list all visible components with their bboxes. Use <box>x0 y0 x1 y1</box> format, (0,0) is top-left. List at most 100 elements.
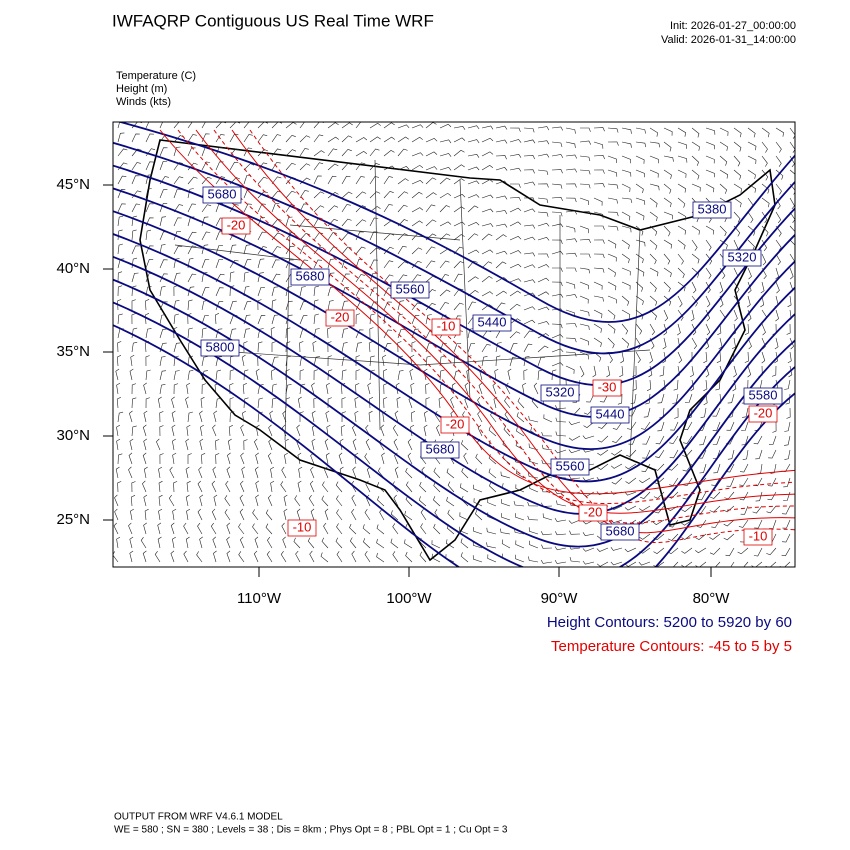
wind-barb <box>131 341 138 353</box>
wind-barb <box>285 259 294 269</box>
wind-barb <box>635 239 646 247</box>
wind-barb <box>753 435 763 445</box>
wind-barb <box>299 369 305 381</box>
wind-barb <box>336 495 343 507</box>
wind-barb <box>341 148 352 157</box>
wind-barb <box>775 253 781 266</box>
wind-barb <box>527 515 539 521</box>
wind-barb <box>733 211 741 223</box>
wind-barb <box>271 148 282 157</box>
wind-barb <box>487 554 497 563</box>
lon-label: 90°W <box>541 590 579 607</box>
wind-barb <box>271 286 279 297</box>
wind-barb <box>460 538 469 549</box>
wind-barb <box>751 561 763 567</box>
wind-barb <box>143 438 148 451</box>
wind-barb <box>638 561 651 566</box>
wind-barb <box>405 551 413 563</box>
temperature-contour <box>177 129 795 505</box>
wind-barb <box>434 411 441 423</box>
wind-barb <box>355 383 360 395</box>
wind-barb <box>481 194 494 199</box>
wind-barb <box>607 267 616 277</box>
wind-barb <box>596 547 609 552</box>
wind-barb <box>537 291 550 297</box>
wind-barb <box>255 480 260 493</box>
wind-barb <box>200 424 204 437</box>
height-label-box <box>590 406 630 424</box>
wind-barb <box>663 211 673 220</box>
wind-barb <box>257 258 265 269</box>
wind-barb <box>523 279 536 284</box>
wind-barb <box>504 411 511 423</box>
wind-barb <box>472 541 483 549</box>
wind-barb <box>554 559 567 564</box>
wind-barb <box>410 354 415 367</box>
wind-barb <box>284 452 288 465</box>
wind-barb <box>283 494 288 507</box>
wind-barb <box>551 334 564 339</box>
wind-barb <box>555 405 567 410</box>
wind-barb <box>257 272 264 283</box>
wind-barb <box>677 155 688 163</box>
wind-barb <box>143 410 148 423</box>
wind-barb <box>425 260 436 269</box>
wind-barb <box>607 127 619 133</box>
height-label: 5440 <box>596 406 625 421</box>
wind-barb <box>691 323 697 336</box>
wind-barb <box>299 259 309 269</box>
wind-barb <box>565 225 576 233</box>
wind-barb <box>593 267 605 273</box>
wind-barb <box>341 411 347 423</box>
wind-barb <box>774 337 779 350</box>
wind-barb <box>271 134 282 143</box>
wind-barb <box>327 327 332 339</box>
wind-barb <box>173 481 178 493</box>
wind-barb <box>131 383 137 395</box>
wind-barb <box>309 550 315 563</box>
wind-barb <box>705 323 711 336</box>
wind-barb <box>500 471 511 479</box>
wind-barb <box>495 290 507 297</box>
wind-barb <box>495 167 508 171</box>
wind-barb <box>486 527 497 535</box>
wind-barb <box>719 225 727 237</box>
wind-barb <box>158 466 163 479</box>
wind-barb <box>298 466 303 479</box>
wind-barb <box>255 494 259 507</box>
wind-barb <box>157 522 162 535</box>
wind-barb <box>295 550 301 563</box>
wind-barb <box>271 273 281 283</box>
wind-barb <box>580 253 591 258</box>
wind-barb <box>327 205 339 213</box>
wind-barb <box>211 480 217 493</box>
wind-barb <box>747 225 756 236</box>
wind-barb <box>727 393 735 404</box>
wind-barb <box>201 453 206 465</box>
wind-barb <box>255 452 259 465</box>
wind-barb <box>731 337 736 350</box>
wind-barb <box>341 162 352 171</box>
wind-barb <box>336 551 343 563</box>
wind-barb <box>607 225 619 231</box>
wind-barb <box>597 421 609 429</box>
wind-barb <box>173 217 182 227</box>
wind-barb <box>597 435 609 443</box>
wind-barb <box>229 271 235 283</box>
wind-barb <box>552 267 563 272</box>
wind-barb <box>369 163 380 171</box>
wind-barb <box>453 234 465 241</box>
wind-barb <box>599 393 609 403</box>
wind-barb <box>327 232 337 241</box>
wind-barb <box>579 323 590 331</box>
wind-barb <box>369 247 381 255</box>
wind-barb <box>397 341 402 353</box>
wind-barb <box>691 253 700 264</box>
wind-barb <box>464 382 469 395</box>
wind-barb <box>788 365 793 378</box>
wind-barb <box>284 438 289 451</box>
wind-barb <box>397 370 404 381</box>
plot-frame <box>112 121 796 568</box>
wind-barb <box>691 169 700 180</box>
height-contour <box>113 255 795 515</box>
